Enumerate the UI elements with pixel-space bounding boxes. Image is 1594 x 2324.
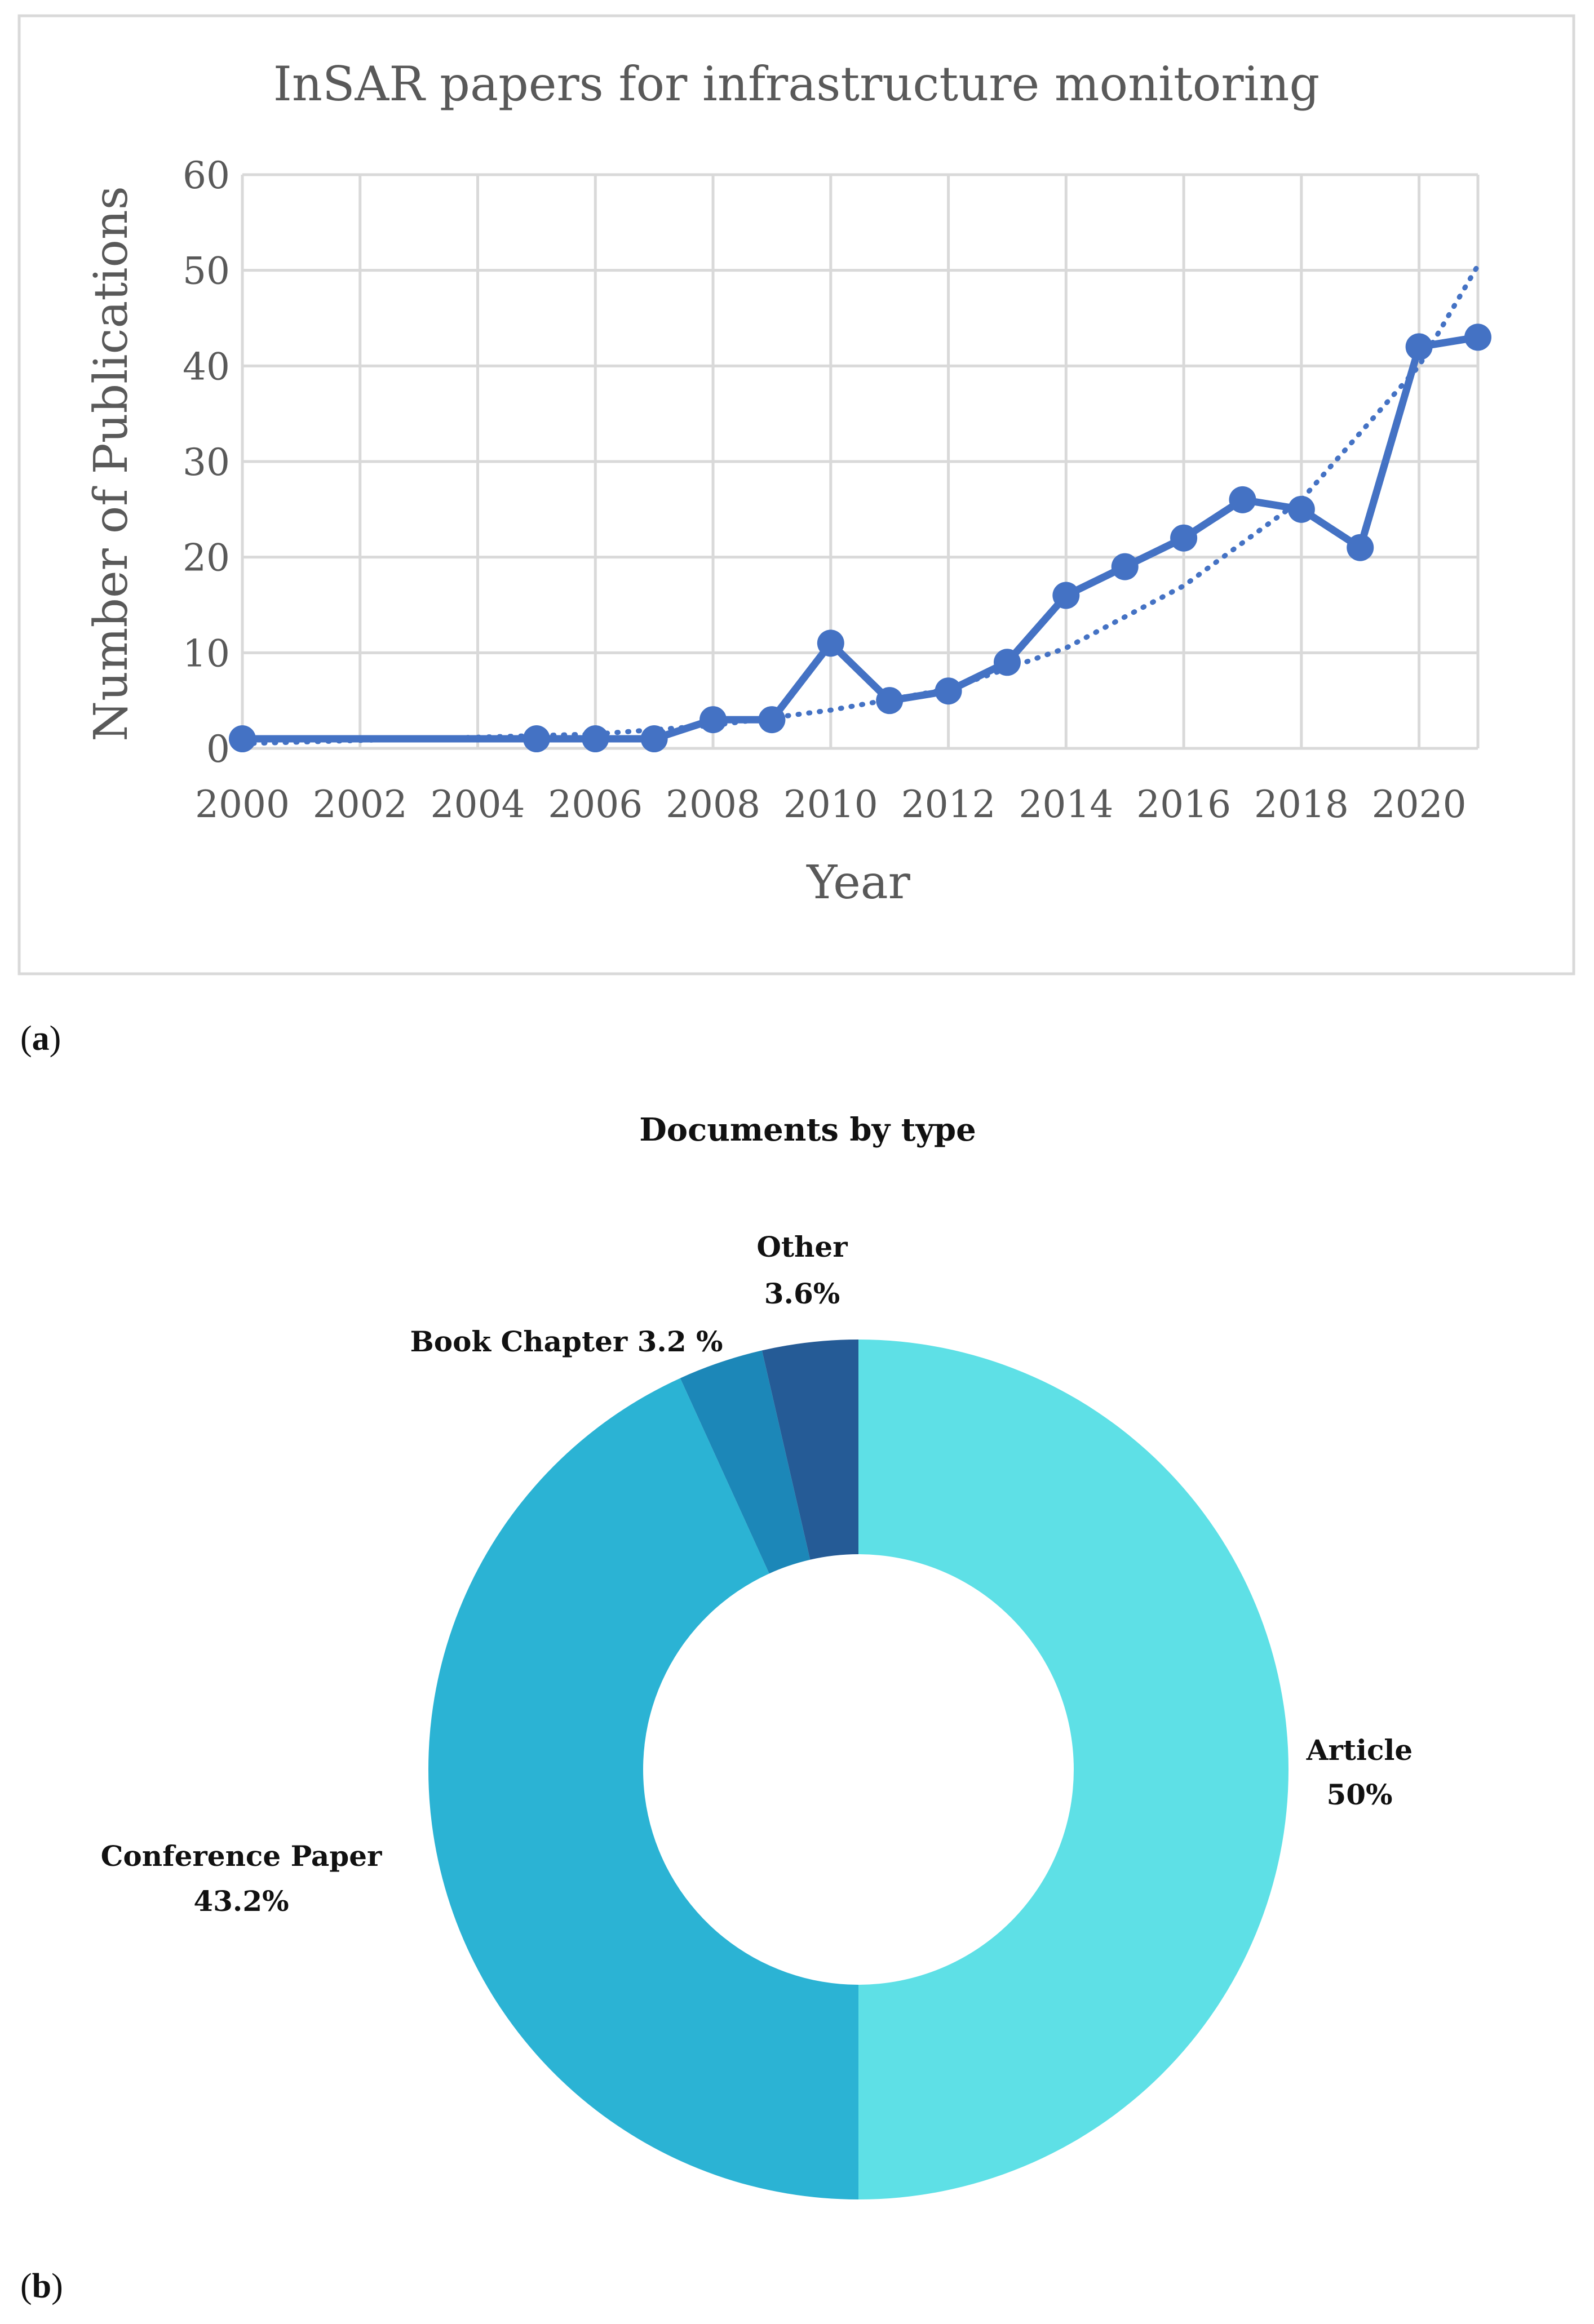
line-chart-x-axis-label: Year — [806, 856, 910, 910]
slice-label-conference-paper: Conference Paper — [101, 1839, 382, 1873]
slice-conference-paper — [428, 1378, 858, 2200]
publications-series — [229, 323, 1491, 753]
book-chapter-value: 3.2 % — [627, 1325, 723, 1358]
slice-book-chapter — [680, 1350, 811, 1574]
line-chart-frame — [17, 14, 1575, 975]
y-tick-label: 30 — [183, 441, 230, 484]
x-tick-label: 2010 — [783, 783, 878, 826]
data-point — [876, 687, 904, 715]
x-tick-label: 2012 — [901, 783, 996, 826]
slice-label-book-chapter: Book Chapter 3.2 % — [410, 1325, 723, 1358]
data-point — [1464, 323, 1491, 351]
x-tick-label: 2018 — [1254, 783, 1349, 826]
data-point — [640, 725, 668, 753]
panel-b-letter: b — [32, 2267, 52, 2305]
y-tick-label: 0 — [206, 728, 230, 771]
panel-a-letter: a — [32, 1019, 50, 1058]
data-point — [1111, 553, 1139, 580]
donut-chart — [428, 1340, 1289, 2200]
slice-article — [858, 1340, 1289, 2199]
y-tick-label: 10 — [183, 632, 230, 675]
x-tick-label: 2008 — [666, 783, 760, 826]
data-point — [1229, 486, 1256, 513]
data-point — [935, 677, 962, 705]
line-chart-x-ticks: 2000 2002 2004 2006 2008 2010 2012 2014 2016 2018… — [195, 783, 1467, 826]
donut-chart-title: Documents by type — [639, 1111, 976, 1148]
data-point — [699, 706, 727, 734]
data-point — [1052, 582, 1080, 609]
slice-label-article: Article — [1306, 1733, 1413, 1767]
data-point — [229, 725, 256, 753]
x-tick-label: 2014 — [1019, 783, 1113, 826]
data-point — [758, 706, 786, 734]
x-tick-label: 2000 — [195, 783, 290, 826]
slice-other — [761, 1340, 858, 1560]
x-tick-label: 2004 — [431, 783, 525, 826]
slice-value-other: 3.6% — [764, 1277, 840, 1310]
slice-value-conference-paper: 43.2% — [193, 1884, 289, 1918]
line-chart-grid — [241, 173, 1480, 750]
slice-value-article: 50% — [1326, 1778, 1392, 1811]
line-chart-title: InSAR papers for infrastructure monitori… — [273, 56, 1320, 112]
panel-a-label: (a) — [20, 1019, 61, 1058]
data-point — [1405, 333, 1433, 361]
x-tick-label: 2016 — [1136, 783, 1231, 826]
y-tick-label: 40 — [183, 345, 230, 388]
line-chart-y-axis-label: Number of Publications — [85, 186, 138, 742]
data-point — [993, 649, 1021, 676]
data-point — [523, 725, 550, 753]
donut-chart-labels: Article 50% Conference Paper 43.2% Book Chap… — [101, 1230, 1413, 1918]
data-point — [1170, 524, 1198, 552]
panel-b-label: (b) — [20, 2267, 63, 2305]
data-point — [1347, 534, 1374, 561]
slice-label-other: Other — [756, 1230, 848, 1263]
line-chart-y-ticks: 0 10 20 30 40 50 60 — [183, 154, 230, 771]
y-tick-label: 60 — [183, 154, 230, 197]
data-point — [817, 629, 844, 657]
data-point — [582, 725, 609, 753]
book-chapter-name: Book Chapter — [410, 1325, 627, 1358]
y-tick-label: 50 — [183, 250, 230, 293]
x-tick-label: 2020 — [1372, 783, 1467, 826]
x-tick-label: 2006 — [548, 783, 643, 826]
data-point — [1287, 495, 1315, 523]
y-tick-label: 20 — [183, 536, 230, 580]
x-tick-label: 2002 — [313, 783, 408, 826]
